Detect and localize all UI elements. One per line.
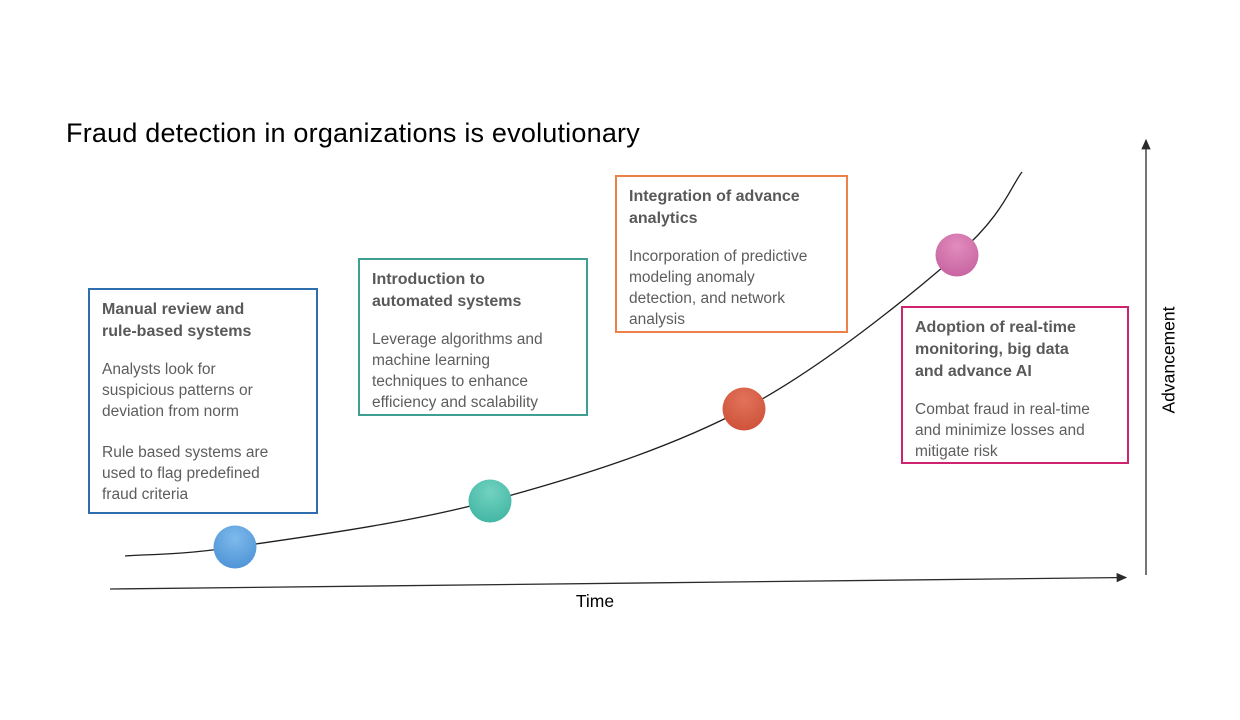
stage-dot-manual-review [213, 525, 257, 569]
x-axis-line [109, 572, 1128, 590]
slide-title: Fraud detection in organizations is evol… [66, 118, 640, 148]
stage-body-paragraph: Rule based systems are used to flag pred… [102, 444, 269, 503]
y-axis-label: Advancement [1158, 306, 1179, 414]
stage-card-advanced-analytics: Integration of advance analytics Incorpo… [615, 175, 848, 333]
stage-heading: Introduction to automated systems [372, 271, 522, 310]
stage-body-paragraph: Combat fraud in real-time and minimize l… [915, 401, 1090, 460]
stage-dot-realtime-ai [935, 233, 979, 277]
stage-heading: Integration of advance analytics [629, 188, 800, 227]
stage-card-manual-review: Manual review and rule-based systems Ana… [88, 288, 318, 514]
stage-dot-advanced-analytics [722, 387, 766, 431]
stage-body-paragraph: Analysts look for suspicious patterns or… [102, 361, 253, 420]
stage-body-paragraph: Leverage algorithms and machine learning… [372, 331, 543, 411]
stage-card-automated-systems: Introduction to automated systems Levera… [358, 258, 588, 416]
x-axis-label: Time [575, 591, 615, 611]
stage-heading: Adoption of real-time monitoring, big da… [915, 319, 1076, 380]
stage-dot-automated-systems [468, 479, 512, 523]
stage-card-realtime-ai: Adoption of real-time monitoring, big da… [901, 306, 1129, 464]
stage-body-paragraph: Incorporation of predictive modeling ano… [629, 248, 808, 328]
stage-heading: Manual review and rule-based systems [102, 301, 252, 340]
